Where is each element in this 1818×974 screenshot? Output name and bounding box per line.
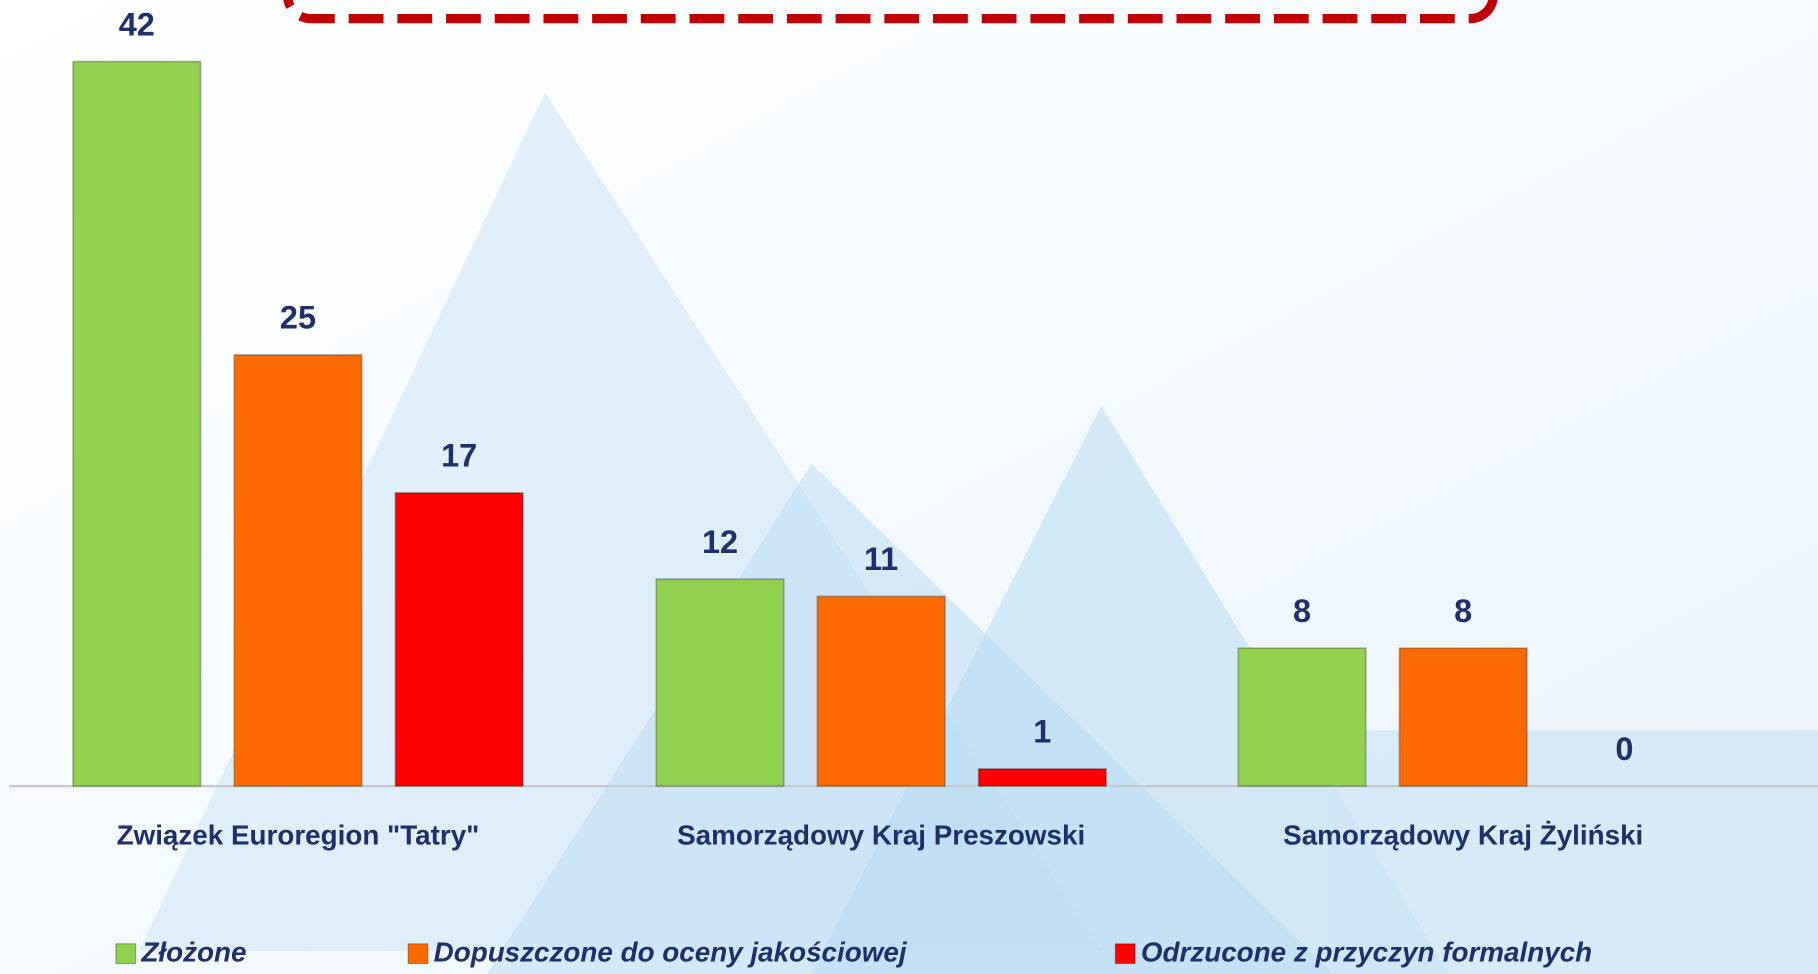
value-label: 12 (702, 524, 738, 560)
legend-label: Dopuszczone do oceny jakościowej (434, 937, 908, 968)
bar (73, 61, 201, 786)
bar (234, 355, 362, 786)
value-label: 25 (280, 300, 316, 336)
chart: Związek Euroregion "Tatry" 42 25 17 Samorząd… (0, 0, 1818, 974)
value-label: 1 (1033, 714, 1051, 750)
legend-label: Odrzucone z przyczyn formalnych (1141, 937, 1592, 968)
value-label: 0 (1615, 731, 1633, 767)
legend-label: Złożone (140, 937, 246, 968)
value-label: 11 (864, 541, 898, 577)
legend-marker (1115, 944, 1135, 964)
value-label: 42 (119, 6, 155, 42)
bar (1399, 648, 1527, 786)
bar (395, 493, 523, 786)
value-label: 17 (441, 438, 477, 474)
legend-marker (408, 944, 428, 964)
bar (1238, 648, 1366, 786)
bar (817, 596, 945, 786)
x-tick-label: Samorządowy Kraj Żyliński (1283, 819, 1643, 850)
value-label: 8 (1293, 593, 1311, 629)
x-tick-label: Związek Euroregion "Tatry" (117, 819, 480, 850)
legend-marker (116, 944, 136, 964)
x-tick-label: Samorządowy Kraj Preszowski (677, 819, 1085, 850)
value-label: 8 (1454, 593, 1472, 629)
bar (656, 579, 784, 786)
bar (979, 769, 1107, 786)
